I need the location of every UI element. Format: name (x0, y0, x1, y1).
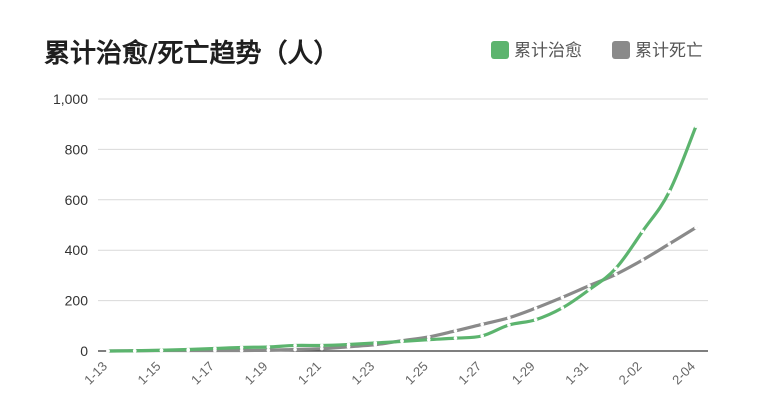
data-point-cured (239, 345, 244, 350)
gridlines (98, 98, 708, 302)
x-tick-label: 2-02 (616, 359, 645, 388)
data-point-cured (480, 334, 484, 338)
data-point-deaths (640, 258, 645, 262)
data-point-deaths (667, 242, 672, 246)
x-tick-label: 1-17 (188, 359, 217, 388)
data-point-cured (453, 336, 458, 340)
x-tick-label: 1-19 (241, 359, 270, 388)
data-point-deaths (480, 322, 484, 327)
data-point-cured (694, 124, 698, 129)
y-tick-label: 1,000 (53, 91, 88, 107)
data-point-cured (159, 348, 164, 353)
data-point-deaths (453, 329, 458, 333)
data-point-cured (373, 341, 378, 345)
legend-label-deaths: 累计死亡 (635, 41, 703, 61)
y-tick-label: 400 (65, 242, 89, 258)
data-point-cured (213, 346, 217, 351)
data-point-cured (507, 323, 511, 327)
data-point-deaths (694, 225, 698, 230)
data-point-cured (400, 339, 404, 344)
data-point-cured (293, 343, 297, 348)
data-point-cured (667, 189, 672, 194)
y-tick-label: 800 (65, 141, 89, 157)
x-tick-label: 1-15 (135, 359, 164, 388)
data-point-cured (587, 287, 591, 292)
y-tick-label: 600 (65, 192, 89, 208)
data-point-cured (106, 349, 110, 353)
data-point-deaths (426, 335, 431, 339)
data-point-cured (320, 343, 324, 348)
y-tick-label: 200 (65, 293, 89, 309)
x-tick-label: 1-21 (295, 359, 324, 388)
data-point-deaths (507, 315, 511, 320)
x-tick-label: 1-29 (509, 359, 538, 388)
data-point-deaths (533, 306, 538, 310)
data-point-cured (426, 337, 431, 342)
legend: 累计治愈 累计死亡 (491, 41, 703, 61)
legend-label-cured: 累计治愈 (514, 41, 582, 61)
data-point-deaths (320, 346, 324, 351)
data-point-deaths (293, 347, 297, 352)
data-point-deaths (560, 295, 565, 300)
series-line-cured (106, 124, 698, 353)
data-point-deaths (587, 283, 591, 288)
legend-swatch-cured (491, 41, 509, 59)
series-lines (106, 124, 698, 353)
y-axis-ticks: 0 200 400 600 800 1,000 (53, 91, 88, 359)
series-points (106, 124, 698, 353)
series-line-deaths (106, 225, 698, 353)
x-tick-label: 1-27 (455, 359, 484, 388)
data-point-cured (560, 306, 565, 310)
data-point-deaths (614, 272, 618, 277)
x-tick-label: 1-31 (562, 359, 591, 388)
x-tick-label: 1-13 (81, 359, 110, 388)
x-axis-ticks: 1-13 1-15 1-17 1-19 1-21 1-23 1-25 1-27 1-29 1-31… (81, 359, 698, 388)
data-point-cured (640, 229, 645, 234)
chart-title: 累计治愈/死亡趋势（人） (44, 38, 340, 69)
data-point-cured (266, 345, 271, 349)
x-tick-label: 1-25 (402, 359, 431, 388)
data-point-cured (186, 347, 190, 352)
data-point-cured (614, 266, 618, 271)
data-point-cured (533, 317, 538, 322)
data-point-deaths (266, 348, 271, 353)
data-point-cured (346, 342, 351, 347)
x-tick-label: 2-04 (669, 359, 698, 388)
data-point-cured (132, 348, 137, 353)
x-tick-label: 1-23 (348, 359, 377, 388)
y-tick-label: 0 (80, 343, 88, 359)
legend-swatch-deaths (612, 41, 630, 59)
data-point-deaths (239, 348, 244, 353)
